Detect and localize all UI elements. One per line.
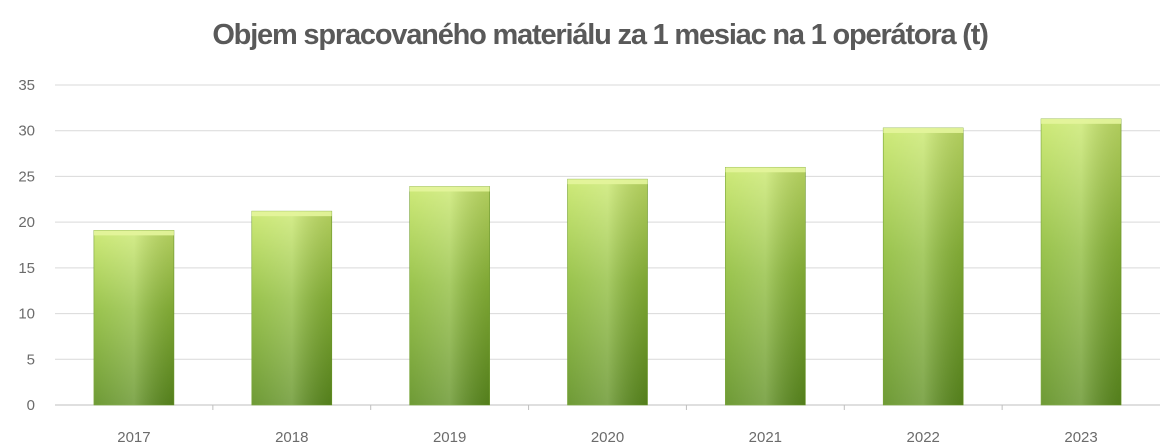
y-tick-label: 10 (18, 306, 35, 323)
x-tick-label: 2021 (749, 429, 782, 446)
bar-2021 (725, 166, 806, 406)
y-tick-label: 15 (18, 260, 35, 277)
y-tick-label: 0 (27, 397, 35, 414)
bar-top-cap (725, 167, 806, 173)
x-axis-ticks: 2017 2018 2019 2020 2021 2022 2023 (117, 429, 1098, 446)
x-tick-label: 2017 (117, 429, 150, 446)
bar-top-cap (1041, 118, 1122, 124)
x-tick-label: 2023 (1064, 429, 1097, 446)
bar-2017 (93, 230, 175, 406)
y-tick-label: 25 (18, 168, 35, 185)
bar-2022 (882, 127, 964, 406)
x-tick-label: 2022 (907, 429, 940, 446)
x-tick-label: 2018 (275, 429, 308, 446)
bar-top-cap (883, 127, 964, 133)
bars (93, 118, 1122, 406)
bar-top-cap (409, 186, 490, 192)
chart-title: Objem spracovaného materiálu za 1 mesiac… (212, 19, 988, 51)
bar-2019 (409, 186, 490, 406)
y-tick-label: 35 (18, 77, 35, 94)
bar-top-cap (251, 211, 332, 217)
y-axis-ticks: 0 5 10 15 20 25 30 35 (18, 77, 35, 414)
x-tick-label: 2020 (591, 429, 624, 446)
bar-2018 (251, 210, 333, 406)
y-tick-label: 20 (18, 214, 35, 231)
bar-2023 (1040, 118, 1122, 406)
x-tick-label: 2019 (433, 429, 466, 446)
bar-top-cap (93, 230, 174, 236)
y-tick-label: 30 (18, 123, 35, 140)
bar-top-cap (567, 179, 648, 185)
bar-2020 (567, 178, 648, 406)
y-tick-label: 5 (27, 351, 35, 368)
